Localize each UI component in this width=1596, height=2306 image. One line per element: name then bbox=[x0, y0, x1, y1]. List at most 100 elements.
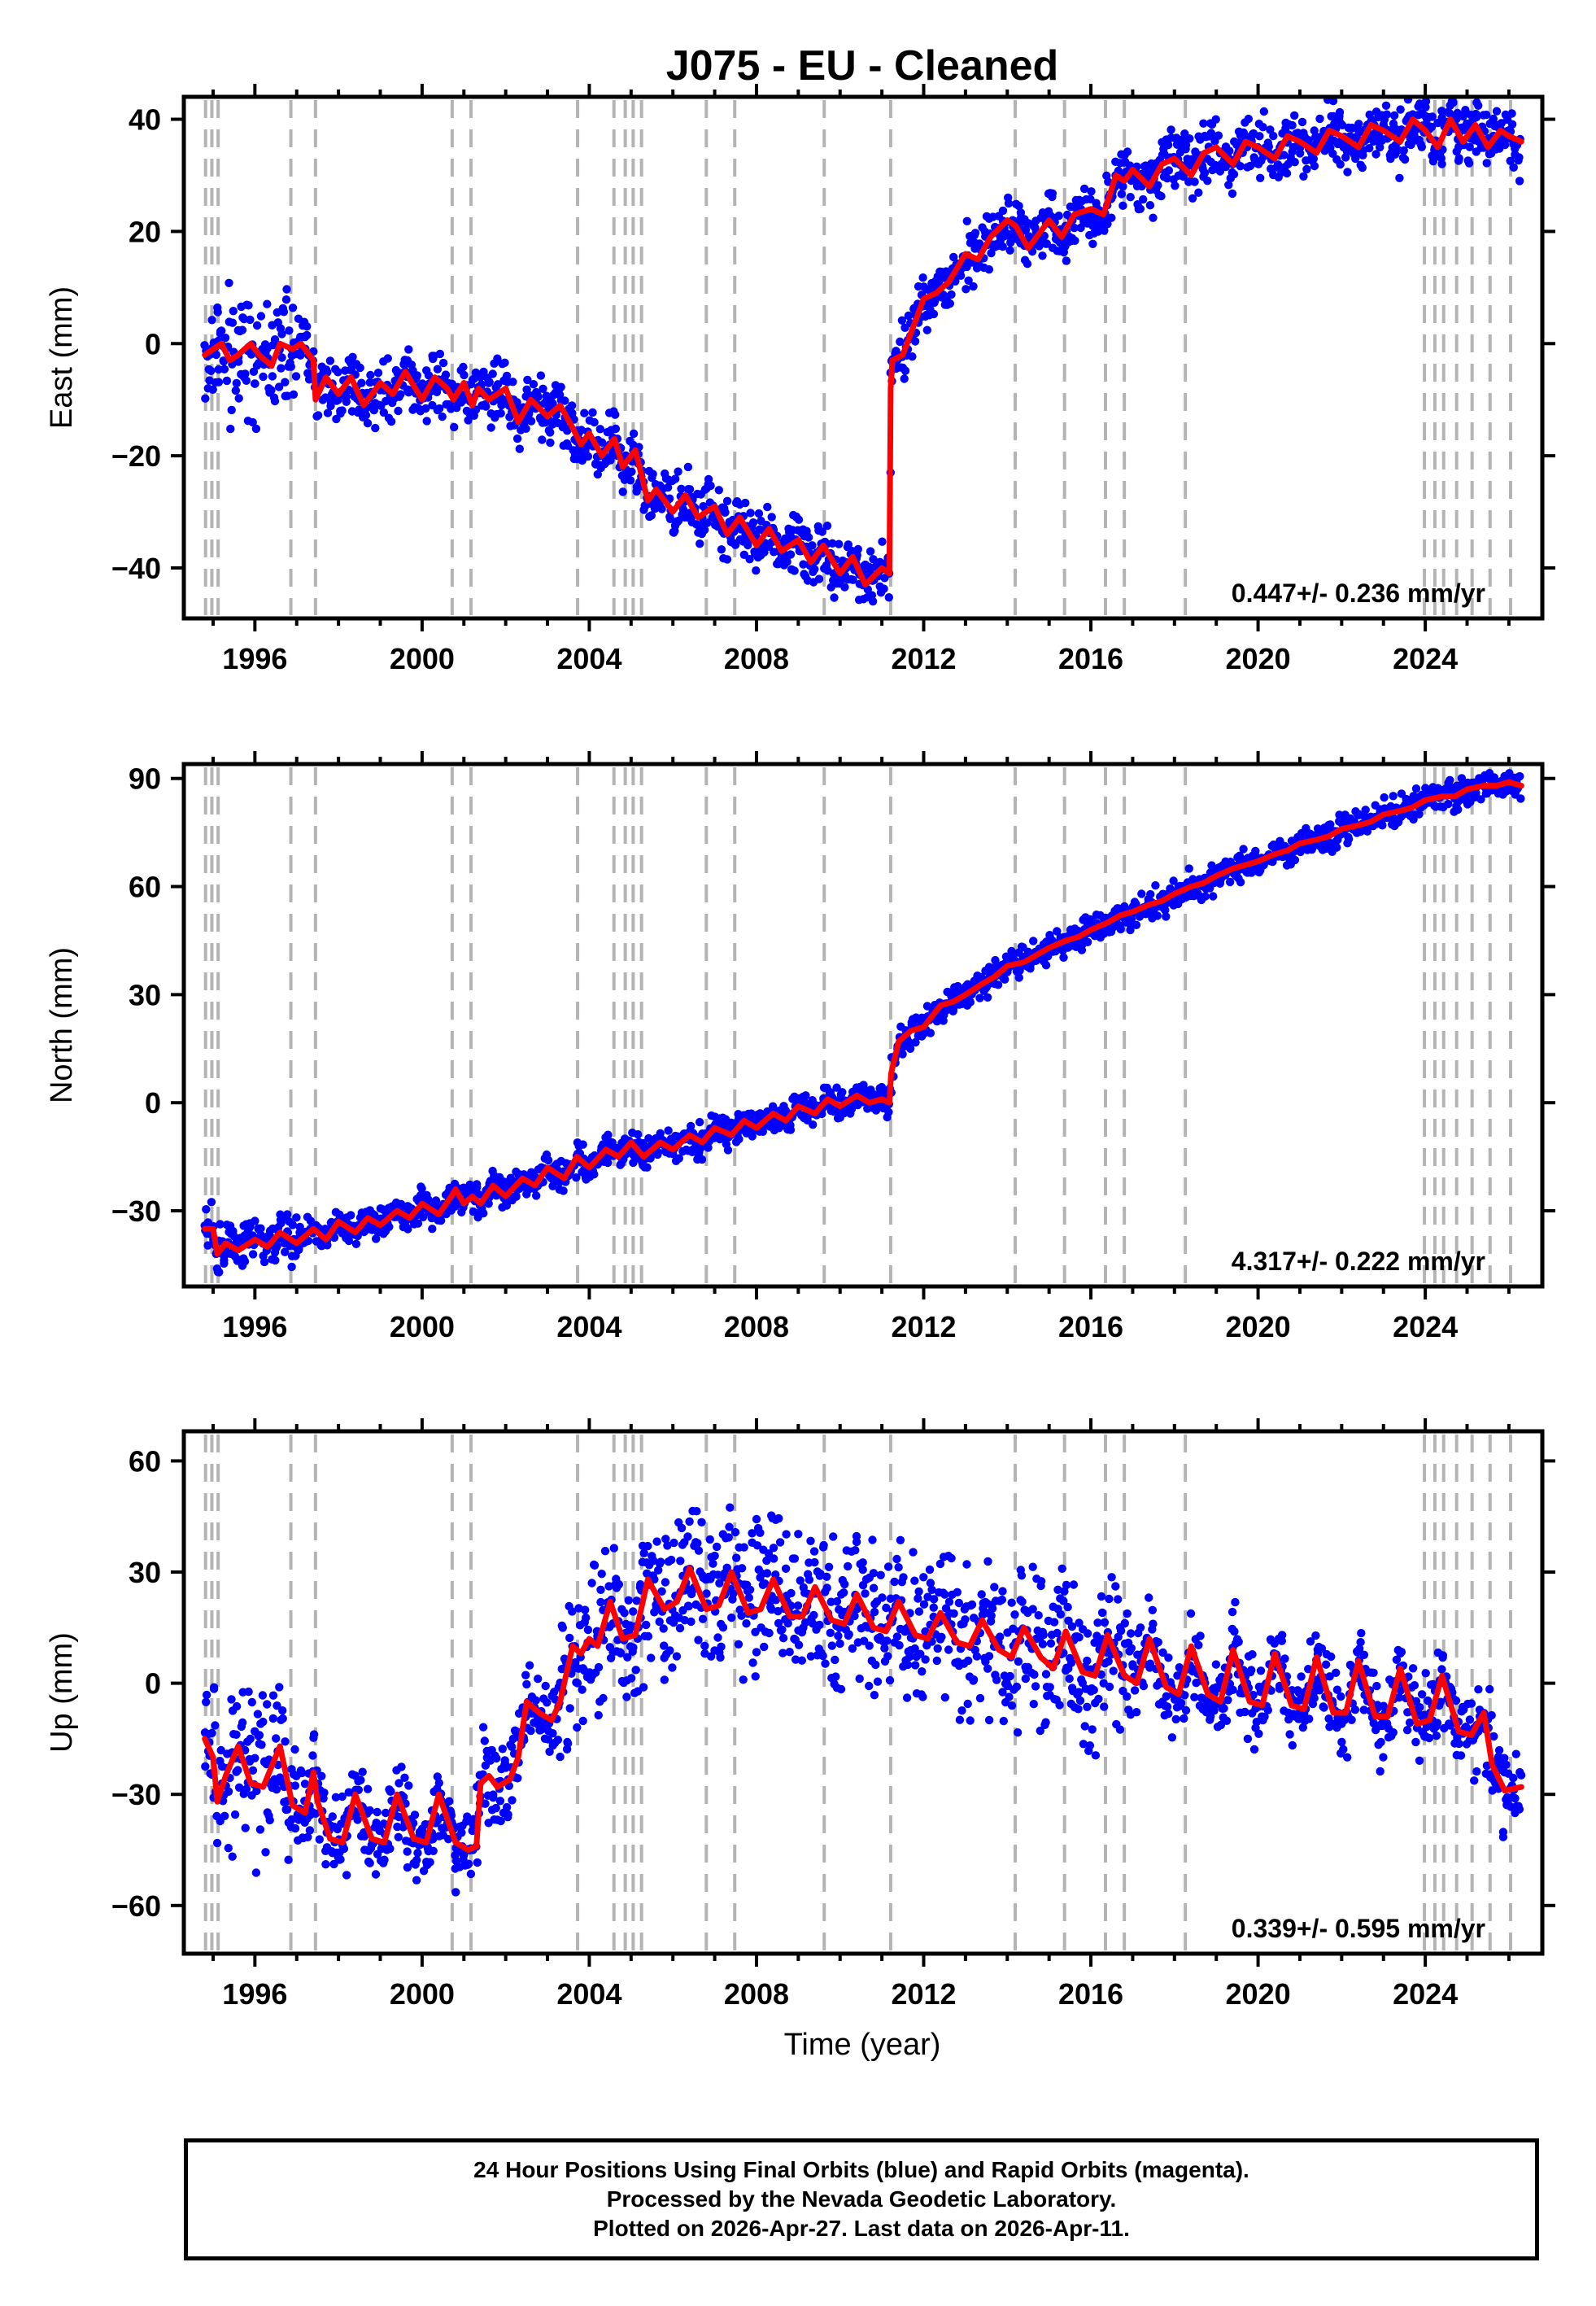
data-point bbox=[363, 418, 373, 428]
x-tick-label: 2016 bbox=[1058, 1310, 1123, 1343]
data-point bbox=[259, 1257, 269, 1267]
data-point bbox=[781, 1106, 790, 1116]
data-point bbox=[892, 1554, 901, 1564]
data-point bbox=[1332, 843, 1341, 852]
data-point bbox=[1053, 927, 1062, 936]
data-point bbox=[734, 1640, 743, 1649]
x-tick-label: 2000 bbox=[390, 1310, 455, 1343]
data-point bbox=[216, 1220, 225, 1229]
data-point bbox=[1164, 166, 1174, 175]
data-point bbox=[232, 1701, 242, 1711]
data-point bbox=[858, 1566, 867, 1574]
data-point bbox=[485, 378, 494, 387]
data-point bbox=[990, 1583, 999, 1592]
data-point bbox=[897, 316, 907, 325]
data-point bbox=[1378, 821, 1387, 830]
data-point bbox=[500, 358, 509, 367]
data-point bbox=[207, 1728, 216, 1738]
data-point bbox=[1489, 114, 1498, 124]
data-point bbox=[674, 516, 683, 526]
data-point bbox=[1415, 810, 1424, 819]
data-point bbox=[596, 1585, 605, 1595]
data-point bbox=[933, 1644, 942, 1653]
data-point bbox=[281, 378, 290, 387]
data-point bbox=[597, 1570, 606, 1579]
data-point bbox=[1342, 147, 1352, 156]
data-point bbox=[737, 1564, 747, 1573]
data-point bbox=[495, 1797, 505, 1806]
data-point bbox=[844, 1630, 853, 1639]
data-point bbox=[251, 379, 259, 388]
data-point bbox=[429, 1846, 438, 1855]
data-point bbox=[323, 1241, 332, 1250]
data-point bbox=[704, 1143, 713, 1152]
data-point bbox=[281, 1247, 290, 1256]
data-point bbox=[289, 390, 299, 399]
data-point bbox=[663, 483, 673, 492]
data-point bbox=[848, 575, 857, 584]
data-point bbox=[1335, 810, 1344, 819]
data-point bbox=[815, 1620, 824, 1630]
data-point bbox=[678, 504, 688, 514]
data-point bbox=[413, 1849, 422, 1858]
data-point bbox=[746, 509, 755, 518]
data-point bbox=[251, 1216, 259, 1225]
data-point bbox=[543, 1735, 552, 1744]
data-point bbox=[548, 1181, 557, 1190]
data-point bbox=[649, 1556, 658, 1566]
data-point bbox=[568, 408, 577, 417]
data-point bbox=[1023, 260, 1032, 269]
data-point bbox=[853, 544, 863, 554]
data-point bbox=[674, 1154, 683, 1163]
data-point bbox=[573, 1723, 582, 1732]
data-point bbox=[273, 1701, 281, 1710]
data-point bbox=[1282, 168, 1292, 178]
data-point bbox=[970, 229, 980, 238]
data-point bbox=[706, 481, 715, 491]
x-tick-label: 2008 bbox=[724, 642, 789, 675]
data-point bbox=[323, 408, 333, 417]
data-point bbox=[693, 1539, 702, 1548]
data-point bbox=[1024, 232, 1034, 241]
data-point bbox=[336, 1855, 345, 1864]
data-point bbox=[538, 435, 547, 444]
data-point bbox=[548, 399, 557, 408]
data-point bbox=[241, 369, 250, 378]
data-point bbox=[1236, 162, 1245, 171]
data-point bbox=[246, 315, 255, 325]
data-point bbox=[722, 555, 732, 564]
data-point bbox=[676, 1557, 685, 1566]
data-point bbox=[587, 1579, 596, 1588]
data-point bbox=[1005, 1692, 1014, 1701]
data-point bbox=[1100, 226, 1109, 235]
data-point bbox=[840, 1579, 849, 1589]
data-point bbox=[1088, 239, 1097, 248]
data-point bbox=[393, 1822, 402, 1832]
data-point bbox=[464, 416, 473, 425]
data-point bbox=[1376, 142, 1385, 152]
data-point bbox=[805, 1575, 814, 1584]
data-point bbox=[481, 1799, 490, 1808]
data-point bbox=[969, 1675, 979, 1684]
data-point bbox=[209, 1683, 219, 1692]
data-point bbox=[1259, 107, 1269, 116]
data-point bbox=[397, 1762, 406, 1771]
data-point bbox=[1119, 201, 1127, 210]
data-point bbox=[365, 1806, 374, 1815]
data-point bbox=[1389, 111, 1399, 120]
data-point bbox=[211, 350, 220, 360]
data-point bbox=[479, 1208, 488, 1218]
data-point bbox=[208, 385, 217, 394]
data-point bbox=[361, 411, 371, 420]
data-point bbox=[661, 1578, 670, 1587]
data-point bbox=[810, 565, 819, 574]
data-point bbox=[1465, 142, 1474, 151]
data-point bbox=[774, 1618, 783, 1628]
data-point bbox=[546, 428, 555, 437]
data-point bbox=[257, 1740, 266, 1749]
data-point bbox=[1492, 107, 1502, 116]
data-point bbox=[604, 1130, 613, 1139]
data-point bbox=[265, 1815, 274, 1825]
data-point bbox=[1184, 864, 1194, 873]
data-point bbox=[435, 404, 444, 413]
